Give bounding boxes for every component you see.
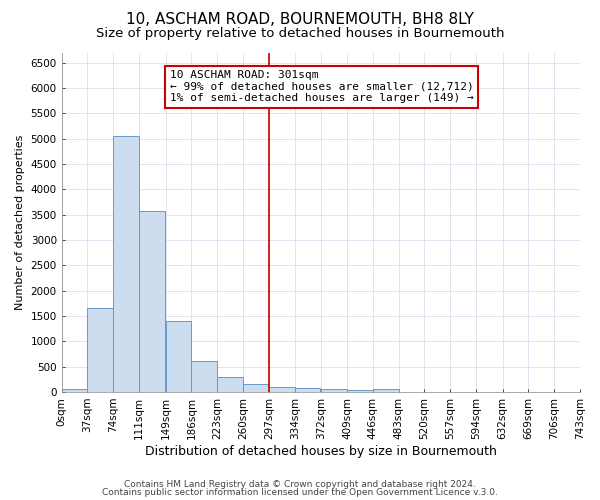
Bar: [217, 377, 243, 392]
Bar: [166, 321, 191, 392]
Bar: [269, 387, 295, 392]
Bar: [347, 390, 373, 392]
Bar: [321, 390, 347, 392]
Text: 10, ASCHAM ROAD, BOURNEMOUTH, BH8 8LY: 10, ASCHAM ROAD, BOURNEMOUTH, BH8 8LY: [126, 12, 474, 28]
Bar: [191, 361, 217, 392]
Text: 10 ASCHAM ROAD: 301sqm
← 99% of detached houses are smaller (12,712)
1% of semi-: 10 ASCHAM ROAD: 301sqm ← 99% of detached…: [170, 70, 473, 103]
Bar: [295, 388, 320, 392]
Bar: [113, 136, 139, 392]
Text: Contains HM Land Registry data © Crown copyright and database right 2024.: Contains HM Land Registry data © Crown c…: [124, 480, 476, 489]
Text: Size of property relative to detached houses in Bournemouth: Size of property relative to detached ho…: [96, 28, 504, 40]
Y-axis label: Number of detached properties: Number of detached properties: [15, 134, 25, 310]
Bar: [243, 384, 269, 392]
X-axis label: Distribution of detached houses by size in Bournemouth: Distribution of detached houses by size …: [145, 444, 497, 458]
Bar: [373, 388, 398, 392]
Bar: [139, 210, 165, 392]
Bar: [88, 308, 113, 392]
Bar: [62, 388, 88, 392]
Text: Contains public sector information licensed under the Open Government Licence v.: Contains public sector information licen…: [102, 488, 498, 497]
